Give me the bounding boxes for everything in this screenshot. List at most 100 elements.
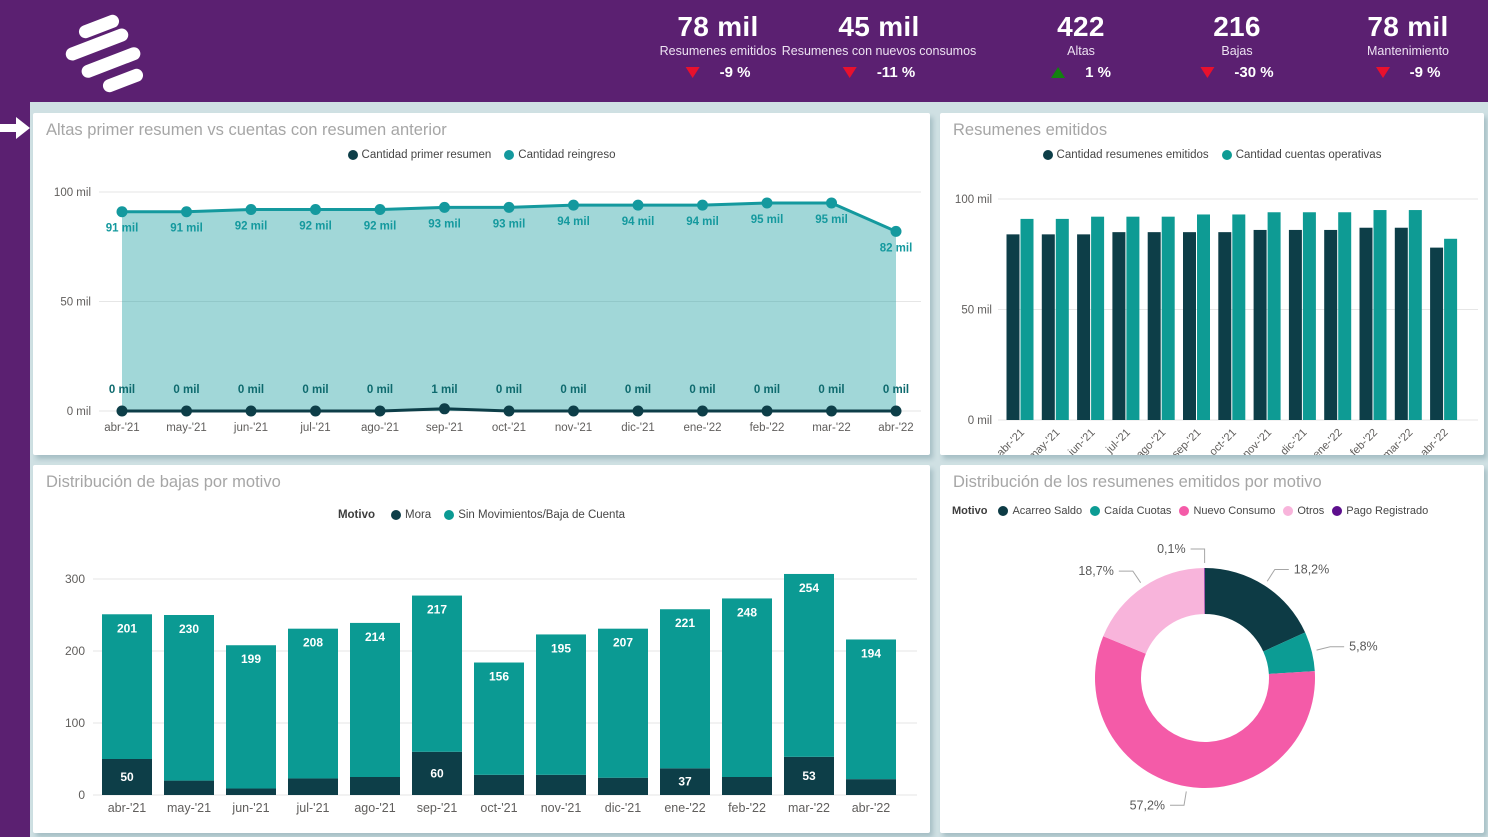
- legend-item[interactable]: Sin Movimientos/Baja de Cuenta: [444, 509, 625, 521]
- bar-sin-movimientos[interactable]: [474, 662, 524, 775]
- bar-resumenes-emitidos[interactable]: [1147, 232, 1161, 420]
- data-point[interactable]: [697, 199, 708, 211]
- bar-cuentas-operativas[interactable]: [1373, 210, 1387, 420]
- bar-resumenes-emitidos[interactable]: [1077, 234, 1091, 420]
- donut-slice-pago-registrado[interactable]: [1204, 568, 1205, 615]
- data-point[interactable]: [761, 197, 773, 209]
- data-point[interactable]: [116, 405, 128, 417]
- bar-cuentas-operativas[interactable]: [1302, 212, 1316, 420]
- data-point[interactable]: [568, 405, 579, 417]
- bar-sin-movimientos[interactable]: [722, 598, 772, 777]
- legend-item[interactable]: Cantidad reingreso: [504, 149, 615, 161]
- area-chart-altas[interactable]: 100 mil 50 mil 0 mil 91 mil 91 mil 92 mil 92 m…: [33, 113, 930, 455]
- data-point[interactable]: [181, 206, 192, 218]
- bar-mora[interactable]: [412, 751, 462, 795]
- legend-item[interactable]: Cantidad resumenes emitidos: [1042, 149, 1209, 161]
- donut-chart-motivo[interactable]: 18,2% 5,8% 57,2% 18,7% 0,1%: [940, 465, 1484, 833]
- bar-cuentas-operativas[interactable]: [1020, 218, 1034, 420]
- bar-mora[interactable]: [536, 774, 586, 795]
- bar-sin-movimientos[interactable]: [784, 573, 834, 757]
- bar-resumenes-emitidos[interactable]: [1112, 232, 1126, 420]
- data-point[interactable]: [568, 199, 579, 211]
- bar-sin-movimientos[interactable]: [412, 595, 462, 752]
- bar-sin-movimientos[interactable]: [660, 609, 710, 769]
- data-point[interactable]: [374, 405, 386, 417]
- data-point[interactable]: [439, 201, 450, 213]
- bar-resumenes-emitidos[interactable]: [1324, 229, 1338, 420]
- bar-mora[interactable]: [288, 778, 338, 795]
- bar-sin-movimientos[interactable]: [102, 614, 152, 759]
- bar-mora[interactable]: [102, 759, 152, 795]
- legend-item[interactable]: Mora: [391, 509, 431, 521]
- data-point[interactable]: [245, 405, 257, 417]
- donut-slice-acarreo-saldo[interactable]: [1205, 568, 1306, 652]
- bar-mora[interactable]: [350, 777, 400, 795]
- bar-resumenes-emitidos[interactable]: [1359, 227, 1373, 420]
- bar-cuentas-operativas[interactable]: [1408, 210, 1422, 420]
- bar-cuentas-operativas[interactable]: [1126, 216, 1140, 420]
- data-point[interactable]: [826, 405, 837, 417]
- bar-cuentas-operativas[interactable]: [1338, 212, 1352, 420]
- bar-cuentas-operativas[interactable]: [1161, 216, 1175, 420]
- bar-sin-movimientos[interactable]: [226, 645, 276, 789]
- back-arrow-icon[interactable]: [0, 115, 30, 141]
- bar-cuentas-operativas[interactable]: [1091, 216, 1105, 420]
- legend-item[interactable]: Pago Registrado: [1332, 505, 1428, 517]
- bar-mora[interactable]: [660, 768, 710, 795]
- data-point[interactable]: [245, 204, 257, 216]
- legend-item[interactable]: Cantidad primer resumen: [347, 149, 491, 161]
- data-point[interactable]: [890, 405, 902, 417]
- bar-resumenes-emitidos[interactable]: [1041, 234, 1055, 420]
- donut-slice-nuevo-consumo[interactable]: [1095, 636, 1315, 788]
- bar-cuentas-operativas[interactable]: [1055, 218, 1069, 420]
- bar-sin-movimientos[interactable]: [288, 628, 338, 779]
- legend-item[interactable]: Acarreo Saldo: [998, 505, 1082, 517]
- data-point[interactable]: [503, 405, 515, 417]
- bar-sin-movimientos[interactable]: [350, 622, 400, 777]
- bar-cuentas-operativas[interactable]: [1267, 212, 1281, 420]
- data-point[interactable]: [116, 206, 128, 218]
- bar-resumenes-emitidos[interactable]: [1218, 232, 1232, 420]
- bar-resumenes-emitidos[interactable]: [1288, 229, 1302, 420]
- data-point[interactable]: [632, 199, 644, 211]
- legend-item[interactable]: Nuevo Consumo: [1179, 505, 1275, 517]
- data-point[interactable]: [310, 405, 321, 417]
- bar-mora[interactable]: [226, 788, 276, 795]
- bar-mora[interactable]: [846, 779, 896, 795]
- data-point[interactable]: [632, 405, 644, 417]
- bar-sin-movimientos[interactable]: [164, 615, 214, 781]
- bar-cuentas-operativas[interactable]: [1444, 238, 1458, 420]
- data-point[interactable]: [181, 405, 192, 417]
- bar-sin-movimientos[interactable]: [536, 634, 586, 775]
- bar-resumenes-emitidos[interactable]: [1253, 229, 1267, 420]
- bar-resumenes-emitidos[interactable]: [1006, 234, 1020, 420]
- triangle-down-icon: [685, 67, 700, 78]
- bar-resumenes-emitidos[interactable]: [1183, 232, 1196, 420]
- legend-item[interactable]: Cantidad cuentas operativas: [1221, 149, 1381, 161]
- data-point[interactable]: [826, 197, 837, 209]
- bar-mora[interactable]: [598, 777, 648, 795]
- donut-slice-otros[interactable]: [1103, 568, 1205, 654]
- bar-resumenes-emitidos[interactable]: [1430, 247, 1444, 420]
- data-point[interactable]: [310, 204, 321, 216]
- bar-mora[interactable]: [784, 756, 834, 795]
- bar-sin-movimientos[interactable]: [598, 628, 648, 778]
- data-point[interactable]: [761, 405, 773, 417]
- bar-cuentas-operativas[interactable]: [1197, 214, 1210, 420]
- data-point[interactable]: [439, 403, 450, 415]
- bar-cuentas-operativas[interactable]: [1232, 214, 1246, 420]
- legend-item[interactable]: Caída Cuotas: [1090, 505, 1171, 517]
- bar-sin-movimientos[interactable]: [846, 639, 896, 780]
- data-point[interactable]: [697, 405, 708, 417]
- stacked-bar-chart-bajas[interactable]: 300 200 100 0 201 50 abr-'21 230 may-'21 199 jun-'…: [33, 465, 930, 833]
- donut-slice-caída-cuotas[interactable]: [1263, 632, 1315, 674]
- bar-mora[interactable]: [164, 780, 214, 795]
- data-point[interactable]: [374, 204, 386, 216]
- legend-item[interactable]: Otros: [1283, 505, 1324, 517]
- data-point[interactable]: [890, 225, 902, 237]
- data-point[interactable]: [503, 201, 515, 213]
- bar-mora[interactable]: [722, 777, 772, 795]
- bar-resumenes-emitidos[interactable]: [1394, 227, 1408, 420]
- bar-mora[interactable]: [474, 774, 524, 795]
